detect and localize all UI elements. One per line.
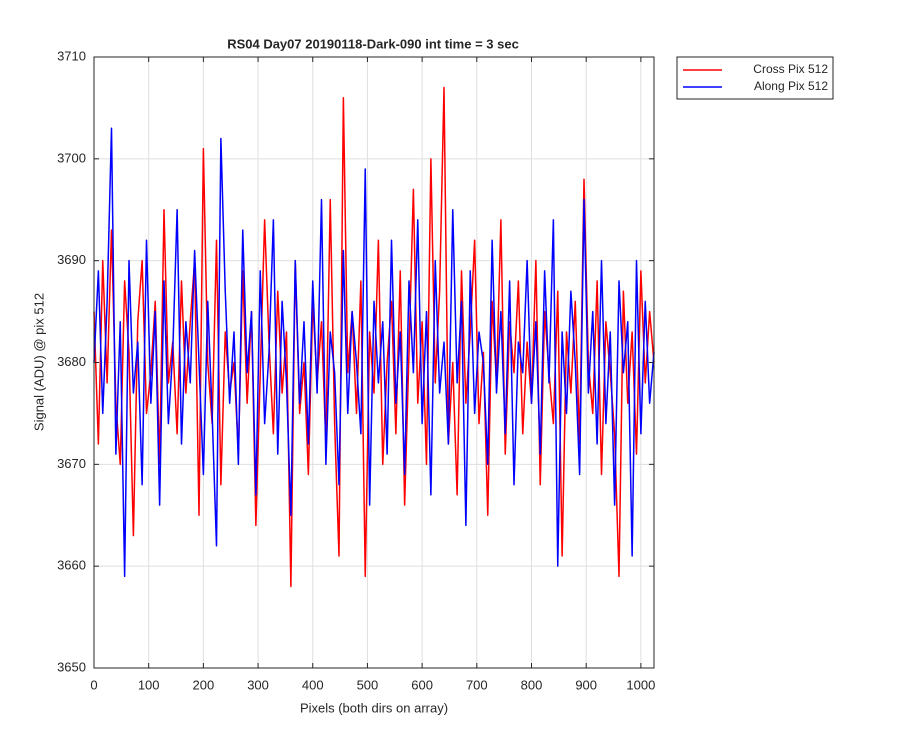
y-tick-label: 3660: [57, 558, 86, 573]
x-tick-label: 100: [138, 677, 160, 692]
lines: [93, 86, 655, 588]
x-tick-label: 900: [575, 677, 597, 692]
x-tick-label: 500: [357, 677, 379, 692]
x-tick-label: 600: [411, 677, 433, 692]
legend: Cross Pix 512 Along Pix 512: [676, 56, 834, 100]
legend-label: Cross Pix 512: [753, 62, 828, 76]
x-tick-label: 800: [521, 677, 543, 692]
legend-box: [676, 56, 834, 100]
x-tick-label: 200: [193, 677, 215, 692]
y-axis-label: Signal (ADU) @ pix 512: [31, 293, 46, 431]
x-tick-label: 700: [466, 677, 488, 692]
x-tick-label: 1000: [626, 677, 655, 692]
chart-title: RS04 Day07 20190118-Dark-090 int time = …: [227, 36, 519, 51]
x-tick-label: 400: [302, 677, 324, 692]
series-line: [93, 127, 655, 578]
x-axis-label: Pixels (both dirs on array): [300, 700, 448, 715]
legend-label: Along Pix 512: [754, 79, 828, 93]
y-tick-label: 3650: [57, 659, 86, 674]
y-tick-label: 3710: [57, 48, 86, 63]
y-tick-label: 3700: [57, 150, 86, 165]
series-line: [93, 86, 655, 588]
ticks: 0 100 200 300 400 500 600 700 800 900 1000 3650 3660…: [57, 48, 655, 692]
x-tick-label: 300: [247, 677, 269, 692]
y-tick-label: 3690: [57, 252, 86, 267]
y-tick-label: 3670: [57, 456, 86, 471]
y-tick-label: 3680: [57, 354, 86, 369]
x-tick-label: 0: [90, 677, 97, 692]
